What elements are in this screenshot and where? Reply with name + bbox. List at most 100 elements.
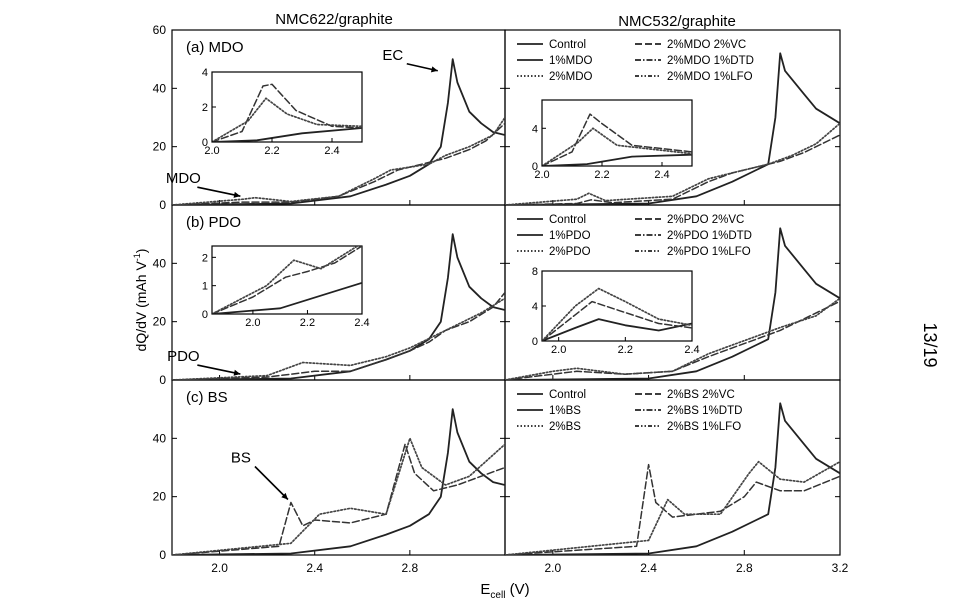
series-line-solid	[505, 227, 840, 380]
y-tick-label: 20	[153, 140, 167, 154]
y-axis-label-sup: -1	[132, 253, 142, 261]
series-line-solid	[172, 58, 505, 205]
y-tick-label: 40	[153, 256, 167, 270]
inset-frame	[211, 245, 363, 315]
annotation-label: PDO	[167, 348, 200, 365]
inset-series-line-dash	[542, 113, 692, 166]
legend-label: Control	[549, 214, 586, 226]
legend-label: 2%BS 1%DTD	[667, 405, 742, 417]
series-line-dash	[172, 122, 505, 205]
annotation-arrowhead	[430, 66, 438, 73]
inset-series-line-solid	[542, 318, 692, 341]
inset-y-tick-label: 0	[202, 137, 208, 149]
inset-x-tick-label: 2.2	[594, 169, 609, 181]
series-line-dash	[505, 463, 840, 555]
page-number: 13/19	[920, 322, 940, 367]
inset-y-tick-label: 0	[532, 161, 538, 173]
x-tick-label: 2.8	[402, 561, 419, 575]
legend-label: Control	[549, 39, 586, 51]
legend-label: 2%BS	[549, 421, 581, 433]
legend-label: 2%BS 1%LFO	[667, 421, 741, 433]
annotation-arrow	[197, 186, 241, 197]
x-axis-label-main: E	[480, 581, 490, 598]
series-line-solid	[505, 402, 840, 555]
annotation-arrowhead	[233, 191, 241, 198]
inset-x-tick-label: 2.4	[354, 317, 369, 329]
annotation-arrow	[197, 364, 241, 375]
series-line-dot	[505, 297, 840, 380]
legend-label: 2%MDO	[549, 71, 593, 83]
legend-label: 2%MDO 1%LFO	[667, 71, 753, 83]
inset-series-line-solid	[212, 281, 362, 314]
data-series	[172, 52, 840, 555]
x-tick-label: 2.0	[211, 561, 228, 575]
inset-y-tick-label: 4	[532, 301, 538, 313]
insets: 2.0 2.2 2.4 0 2 4 2.0 2.2 2.4 0 4 2.0 2.2 2.4 0 1 2 2.0 2.…	[202, 67, 700, 356]
x-tick-label: 2.0	[545, 561, 562, 575]
panel-frame-2-0	[171, 379, 506, 556]
series-line-dot	[172, 437, 505, 555]
inset-x-tick-label: 2.0	[204, 145, 219, 157]
series-line-dot	[505, 460, 840, 555]
y-tick-label: 0	[159, 548, 166, 562]
panel-label: (c) BS	[186, 389, 228, 406]
panel-frame-2-1	[504, 379, 841, 556]
series-line-dash	[505, 300, 840, 380]
legend-label: 2%PDO	[549, 246, 591, 258]
inset-y-tick-label: 2	[202, 252, 208, 264]
series-line-dot	[172, 297, 505, 380]
inset-y-tick-label: 0	[532, 336, 538, 348]
inset-x-tick-label: 2.2	[300, 317, 315, 329]
inset-series-line-dot	[212, 97, 362, 142]
series-line-dot	[172, 116, 505, 205]
column-title-left: NMC622/graphite	[275, 11, 393, 28]
column-title-right: NMC532/graphite	[618, 13, 736, 30]
inset-series-line-solid	[212, 127, 362, 142]
inset-x-tick-label: 2.0	[551, 344, 566, 356]
inset-x-tick-label: 2.0	[534, 169, 549, 181]
legend-label: 1%BS	[549, 405, 581, 417]
series-line-dash	[172, 443, 505, 555]
legend-label: 2%BS 2%VC	[667, 389, 735, 401]
inset-x-tick-label: 2.0	[245, 317, 260, 329]
x-tick-label: 2.4	[306, 561, 323, 575]
legend-label: 1%PDO	[549, 230, 591, 242]
y-tick-label: 0	[159, 198, 166, 212]
x-tick-label: 3.2	[832, 561, 849, 575]
series-line-solid	[505, 52, 840, 205]
inset-series-line-dot	[542, 287, 692, 341]
annotation-arrowhead	[233, 369, 241, 376]
legend-label: 2%PDO 2%VC	[667, 214, 744, 226]
panel-label: (b) PDO	[186, 214, 241, 231]
x-tick-label: 2.8	[736, 561, 753, 575]
legend-label: 2%MDO 2%VC	[667, 39, 746, 51]
inset-y-tick-label: 4	[532, 123, 538, 135]
legend-label: 2%PDO 1%DTD	[667, 230, 752, 242]
y-tick-label: 0	[159, 373, 166, 387]
series-line-dash	[505, 134, 840, 205]
annotation-arrowhead	[281, 492, 288, 500]
x-axis-label-unit: (V)	[505, 581, 529, 598]
inset-x-tick-label: 2.4	[654, 169, 669, 181]
y-axis-label-close: )	[133, 249, 149, 254]
legend-label: 1%MDO	[549, 55, 593, 67]
y-axis-label: dQ/dV (mAh V-1)	[132, 249, 149, 352]
annotation-label: EC	[382, 47, 403, 64]
inset-series-line-dash	[542, 300, 692, 341]
inset-y-tick-label: 0	[202, 309, 208, 321]
x-tick-label: 2.4	[640, 561, 657, 575]
inset-series-line-dash	[212, 83, 362, 142]
annotation-label: BS	[231, 450, 251, 467]
legends: Control 1%MDO 2%MDO 2%MDO 2%VC 2%MDO 1%DTD 2%…	[517, 39, 754, 433]
inset-x-tick-label: 2.4	[324, 145, 339, 157]
inset-series-line-dot	[212, 246, 360, 314]
inset-frame	[541, 270, 693, 342]
inset-x-tick-label: 2.2	[264, 145, 279, 157]
series-line-dash	[172, 291, 505, 380]
y-tick-label: 60	[153, 23, 167, 37]
inset-y-tick-label: 1	[202, 281, 208, 293]
y-axis-label-main: dQ/dV (mAh V	[133, 261, 149, 352]
inset-frame	[211, 71, 363, 143]
